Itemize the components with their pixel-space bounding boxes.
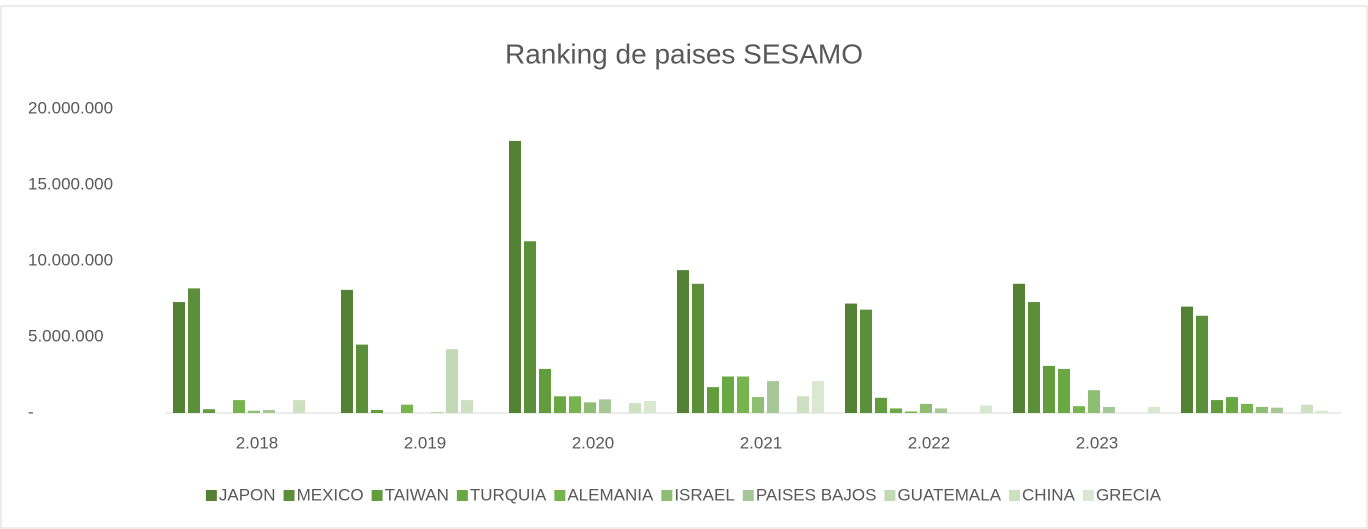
bar	[524, 241, 536, 413]
bar	[1058, 368, 1070, 413]
bar	[692, 283, 704, 413]
bar	[401, 404, 413, 413]
legend-swatch	[283, 490, 295, 501]
bar	[599, 399, 611, 413]
bar	[371, 409, 383, 413]
bar	[1256, 406, 1268, 413]
bar	[263, 409, 275, 413]
legend-swatch	[371, 490, 383, 501]
bar	[1181, 306, 1193, 413]
bar	[797, 396, 809, 413]
bar	[1301, 404, 1313, 413]
bar	[935, 408, 947, 413]
x-tick-label: 2.021	[740, 433, 783, 452]
bar	[1103, 406, 1115, 413]
bar	[1211, 400, 1223, 413]
bar	[644, 400, 656, 413]
legend-label: TURQUIA	[470, 485, 547, 504]
bar	[173, 302, 185, 413]
legend-label: MEXICO	[297, 485, 364, 504]
bar	[431, 412, 443, 413]
y-tick-label: 10.000.000	[28, 250, 113, 269]
legend-swatch	[456, 490, 468, 501]
bar	[920, 403, 932, 413]
y-tick-label: 20.000.000	[28, 98, 113, 117]
bar	[845, 303, 857, 413]
bar	[293, 400, 305, 413]
bar	[446, 349, 458, 413]
bar	[860, 309, 872, 413]
legend-swatch	[661, 490, 673, 501]
bar	[1316, 410, 1328, 413]
legend-swatch	[884, 490, 896, 501]
legend-swatch	[554, 490, 566, 501]
x-tick-label: 2.020	[572, 433, 615, 452]
legend-swatch	[742, 490, 754, 501]
legend-label: GUATEMALA	[897, 485, 1001, 504]
bar	[812, 381, 824, 413]
legend-label: JAPON	[219, 485, 276, 504]
bar	[1013, 283, 1025, 413]
legend-label: CHINA	[1022, 485, 1076, 504]
bar	[356, 344, 368, 413]
legend-swatch	[1082, 490, 1094, 501]
bar	[890, 408, 902, 413]
y-tick-label: 15.000.000	[28, 174, 113, 193]
bar	[203, 409, 215, 413]
chart-border	[0, 5, 1368, 529]
bar	[905, 411, 917, 413]
bar	[722, 376, 734, 413]
bar	[539, 368, 551, 413]
x-tick-label: 2.022	[908, 433, 951, 452]
bar	[737, 376, 749, 413]
bar	[707, 387, 719, 413]
bar	[1073, 406, 1085, 413]
bar	[1241, 403, 1253, 413]
bar	[1148, 406, 1160, 413]
legend-label: ISRAEL	[674, 485, 734, 504]
bar	[1043, 365, 1055, 413]
x-tick-label: 2.019	[404, 433, 447, 452]
legend-swatch	[205, 490, 217, 501]
bar	[1028, 302, 1040, 413]
legend-label: PAISES BAJOS	[756, 485, 877, 504]
bar	[875, 397, 887, 413]
x-tick-label: 2.018	[236, 433, 279, 452]
x-tick-label: 2.023	[1076, 433, 1119, 452]
bar	[569, 396, 581, 413]
legend-label: TAIWAN	[385, 485, 449, 504]
bar	[509, 140, 521, 414]
bar	[584, 402, 596, 413]
bar	[980, 405, 992, 413]
bar	[233, 400, 245, 413]
bar	[677, 270, 689, 413]
legend-label: GRECIA	[1096, 485, 1162, 504]
bar	[461, 400, 473, 413]
bar	[554, 396, 566, 413]
bar	[341, 289, 353, 413]
bar	[1088, 390, 1100, 413]
bar	[248, 410, 260, 413]
bar	[752, 397, 764, 413]
bar	[1271, 407, 1283, 413]
legend-label: ALEMANIA	[567, 485, 654, 504]
bar	[188, 288, 200, 413]
legend-swatch	[1009, 490, 1021, 501]
bar	[1196, 315, 1208, 413]
bar	[1226, 397, 1238, 413]
bar	[767, 381, 779, 413]
chart-title: Ranking de paises SESAMO	[505, 38, 863, 69]
y-tick-label: 5.000.000	[28, 326, 104, 345]
y-tick-label: -	[28, 402, 34, 421]
bar	[629, 403, 641, 413]
